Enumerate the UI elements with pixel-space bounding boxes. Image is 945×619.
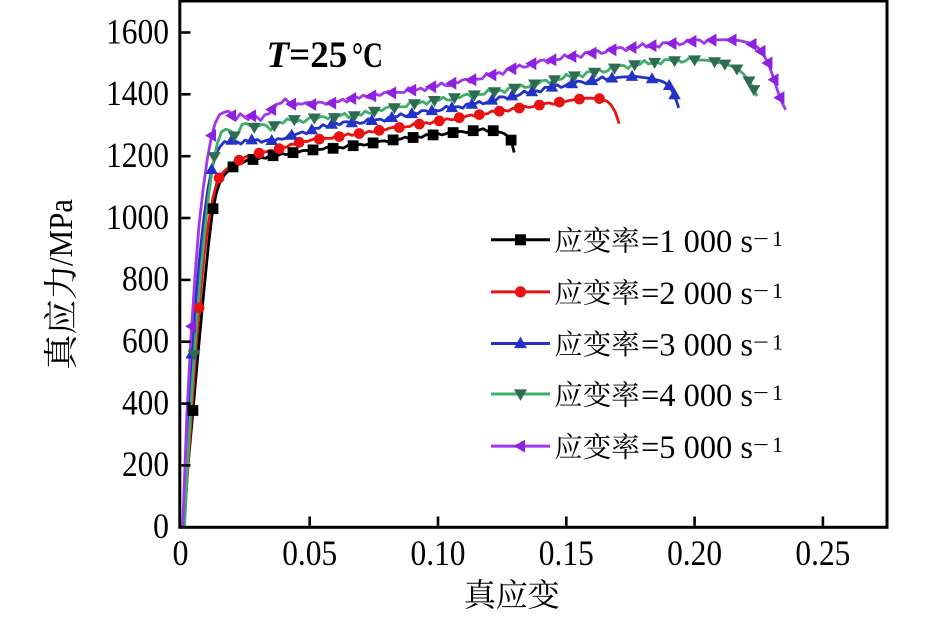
svg-text:1400: 1400 (106, 73, 169, 113)
svg-text:=2 000 s: =2 000 s (641, 276, 753, 312)
svg-text:600: 600 (122, 321, 169, 361)
svg-text:=3 000 s: =3 000 s (641, 328, 753, 364)
svg-text:T=25: T=25 (267, 35, 348, 76)
svg-text:1: 1 (772, 226, 783, 251)
svg-text:400: 400 (122, 382, 169, 422)
svg-text:1: 1 (772, 278, 783, 303)
svg-text:0.15: 0.15 (539, 533, 594, 573)
svg-text:1: 1 (772, 330, 783, 355)
svg-text:0: 0 (153, 506, 169, 546)
svg-text:1600: 1600 (106, 11, 169, 51)
svg-text:=1 000 s: =1 000 s (641, 224, 753, 260)
svg-text:0: 0 (173, 533, 189, 573)
svg-text:0.10: 0.10 (411, 533, 466, 573)
svg-text:200: 200 (122, 444, 169, 484)
svg-text:−: − (753, 278, 769, 303)
svg-text:−: − (753, 380, 769, 405)
svg-text:=5 000 s: =5 000 s (641, 430, 753, 466)
svg-text:1200: 1200 (106, 135, 169, 175)
svg-text:0.20: 0.20 (667, 533, 722, 573)
svg-text:1: 1 (772, 432, 783, 457)
svg-text:−: − (753, 226, 769, 251)
svg-text:=4 000 s: =4 000 s (641, 378, 753, 414)
svg-text:0.05: 0.05 (282, 533, 337, 573)
svg-text:800: 800 (122, 259, 169, 299)
svg-text:1000: 1000 (106, 197, 169, 237)
svg-text:0.25: 0.25 (795, 533, 850, 573)
svg-text:−: − (753, 330, 769, 355)
svg-text:/MPa: /MPa (43, 199, 80, 266)
svg-text:−: − (753, 432, 769, 457)
svg-text:°C: °C (352, 35, 383, 75)
svg-text:1: 1 (772, 380, 783, 405)
